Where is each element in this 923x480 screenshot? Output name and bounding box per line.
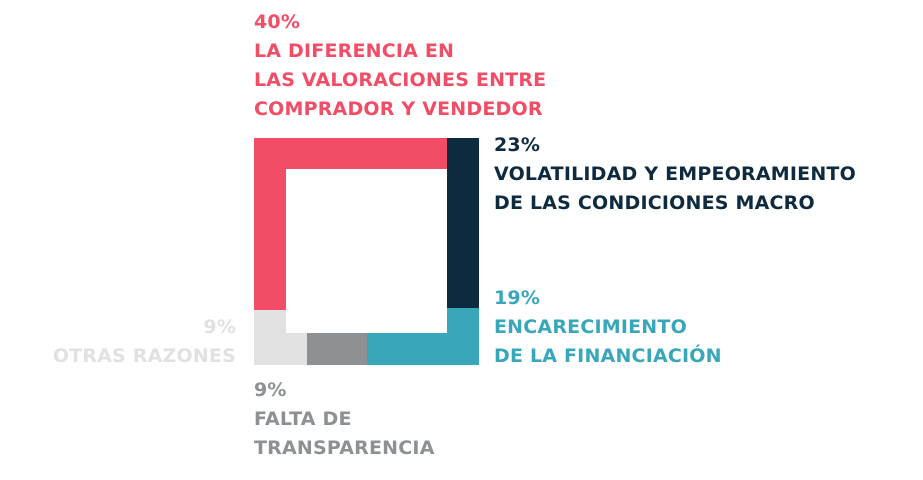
label-falta-transparencia: 9% FALTA DE TRANSPARENCIA [254,376,435,463]
category-label-line: OTRAS RAZONES [52,345,236,367]
label-encarecimiento-financiacion: 19% ENCARECIMIENTO DE LA FINANCIACIÓN [494,284,722,371]
category-label-line: FALTA DE [254,408,352,430]
segment-diferencia-valoraciones [254,138,447,310]
percent-label: 9% [254,379,287,401]
percent-label: 23% [494,134,541,156]
label-diferencia-valoraciones: 40% LA DIFERENCIA EN LAS VALORACIONES EN… [254,8,546,124]
category-label-line: VOLATILIDAD Y EMPEORAMIENTO [494,163,856,185]
percent-label: 19% [494,287,541,309]
segment-encarecimiento-financiacion [367,308,479,365]
percent-label: 9% [203,316,236,338]
category-label-line: TRANSPARENCIA [254,437,435,459]
percent-label: 40% [254,11,301,33]
segment-falta-transparencia [307,333,367,365]
category-label-line: ENCARECIMIENTO [494,316,687,338]
category-label-line: DE LAS CONDICIONES MACRO [494,192,815,214]
label-otras-razones: 9% OTRAS RAZONES [53,313,236,371]
label-volatilidad-macro: 23% VOLATILIDAD Y EMPEORAMIENTO DE LAS C… [494,131,856,218]
category-label-line: LAS VALORACIONES ENTRE [254,69,547,91]
category-label-line: DE LA FINANCIACIÓN [494,345,722,367]
category-label-line: LA DIFERENCIA EN [254,40,455,62]
category-label-line: COMPRADOR Y VENDEDOR [254,98,543,120]
segment-volatilidad-macro [447,138,479,308]
segment-otras-razones [254,310,307,365]
